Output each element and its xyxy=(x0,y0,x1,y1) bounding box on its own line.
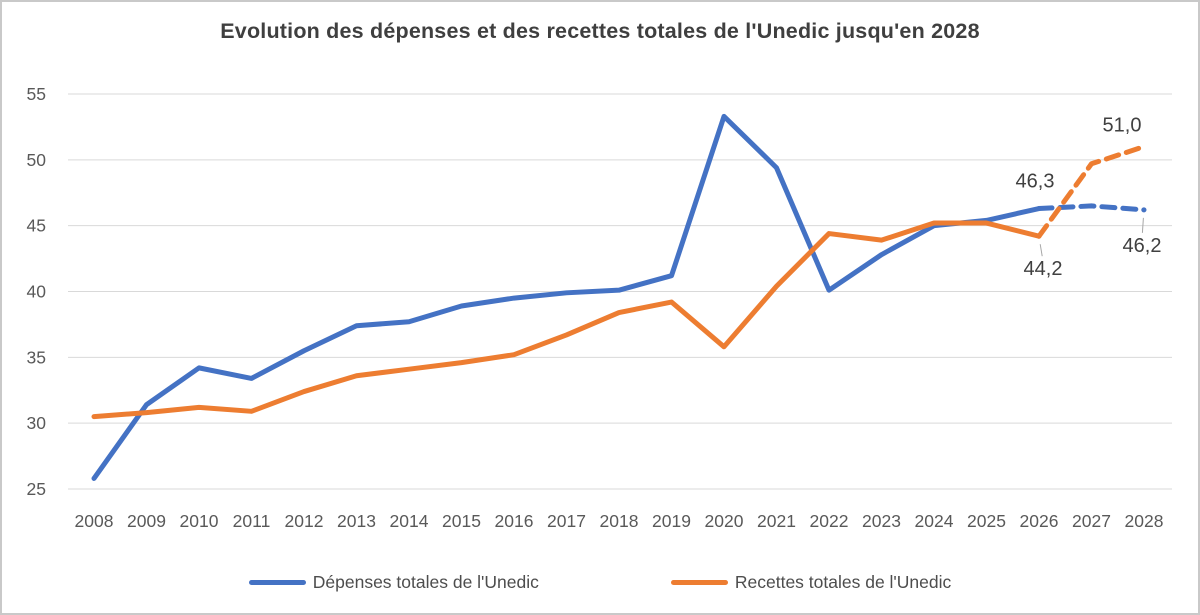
y-axis-tick-label: 25 xyxy=(27,479,46,499)
x-axis-tick-label: 2012 xyxy=(285,511,324,531)
x-axis-tick-label: 2028 xyxy=(1125,511,1164,531)
series-line-forecast-depenses xyxy=(1036,203,1147,213)
y-axis-tick-label: 30 xyxy=(27,413,47,433)
y-axis-tick-label: 45 xyxy=(27,216,46,236)
x-axis-tick-label: 2023 xyxy=(862,511,901,531)
x-axis-tick-label: 2008 xyxy=(75,511,114,531)
data-label: 51,0 xyxy=(1103,115,1142,137)
x-axis-tick-label: 2025 xyxy=(967,511,1006,531)
data-label-leader xyxy=(1141,217,1144,233)
legend-swatch-recettes-line xyxy=(670,579,728,586)
x-axis-tick-label: 2017 xyxy=(547,511,586,531)
y-axis-tick-label: 40 xyxy=(27,281,47,301)
x-axis-tick-label: 2024 xyxy=(915,511,954,531)
legend-swatch-depenses-line xyxy=(248,579,306,586)
data-label-leader xyxy=(1039,244,1043,257)
x-axis-tick-label: 2011 xyxy=(233,511,271,531)
data-label: 44,2 xyxy=(1024,258,1063,280)
x-axis-tick-label: 2021 xyxy=(757,511,796,531)
chart-title: Evolution des dépenses et des recettes t… xyxy=(220,19,980,43)
series-line-forecast-recettes xyxy=(1036,144,1147,239)
series-line-depenses xyxy=(91,113,1042,481)
x-axis-tick-label: 2015 xyxy=(442,511,481,531)
x-axis-tick-label: 2010 xyxy=(180,511,219,531)
x-axis-tick-label: 2014 xyxy=(390,511,429,531)
y-axis-tick-label: 55 xyxy=(27,84,46,104)
legend-label-depenses: Dépenses totales de l'Unedic xyxy=(312,572,539,592)
x-axis-tick-label: 2018 xyxy=(600,511,639,531)
series-line-recettes xyxy=(91,220,1042,420)
legend-item-depenses: Dépenses totales de l'Unedic xyxy=(248,572,539,593)
chart-legend: Dépenses totales de l'Unedic Recettes to… xyxy=(2,572,1198,593)
x-axis-tick-label: 2013 xyxy=(337,511,376,531)
data-label: 46,3 xyxy=(1016,171,1055,193)
x-axis-tick-label: 2027 xyxy=(1072,511,1111,531)
data-label: 46,2 xyxy=(1123,235,1162,257)
x-axis-tick-label: 2020 xyxy=(705,511,744,531)
y-axis-tick-label: 35 xyxy=(27,347,46,367)
x-axis-tick-label: 2016 xyxy=(495,511,534,531)
x-axis-tick-label: 2022 xyxy=(810,511,849,531)
legend-item-recettes: Recettes totales de l'Unedic xyxy=(670,572,952,593)
y-axis-tick-label: 50 xyxy=(27,150,47,170)
x-axis-tick-label: 2009 xyxy=(127,511,166,531)
legend-label-recettes: Recettes totales de l'Unedic xyxy=(734,572,952,592)
x-axis-tick-label: 2026 xyxy=(1020,511,1059,531)
x-axis-tick-label: 2019 xyxy=(652,511,691,531)
